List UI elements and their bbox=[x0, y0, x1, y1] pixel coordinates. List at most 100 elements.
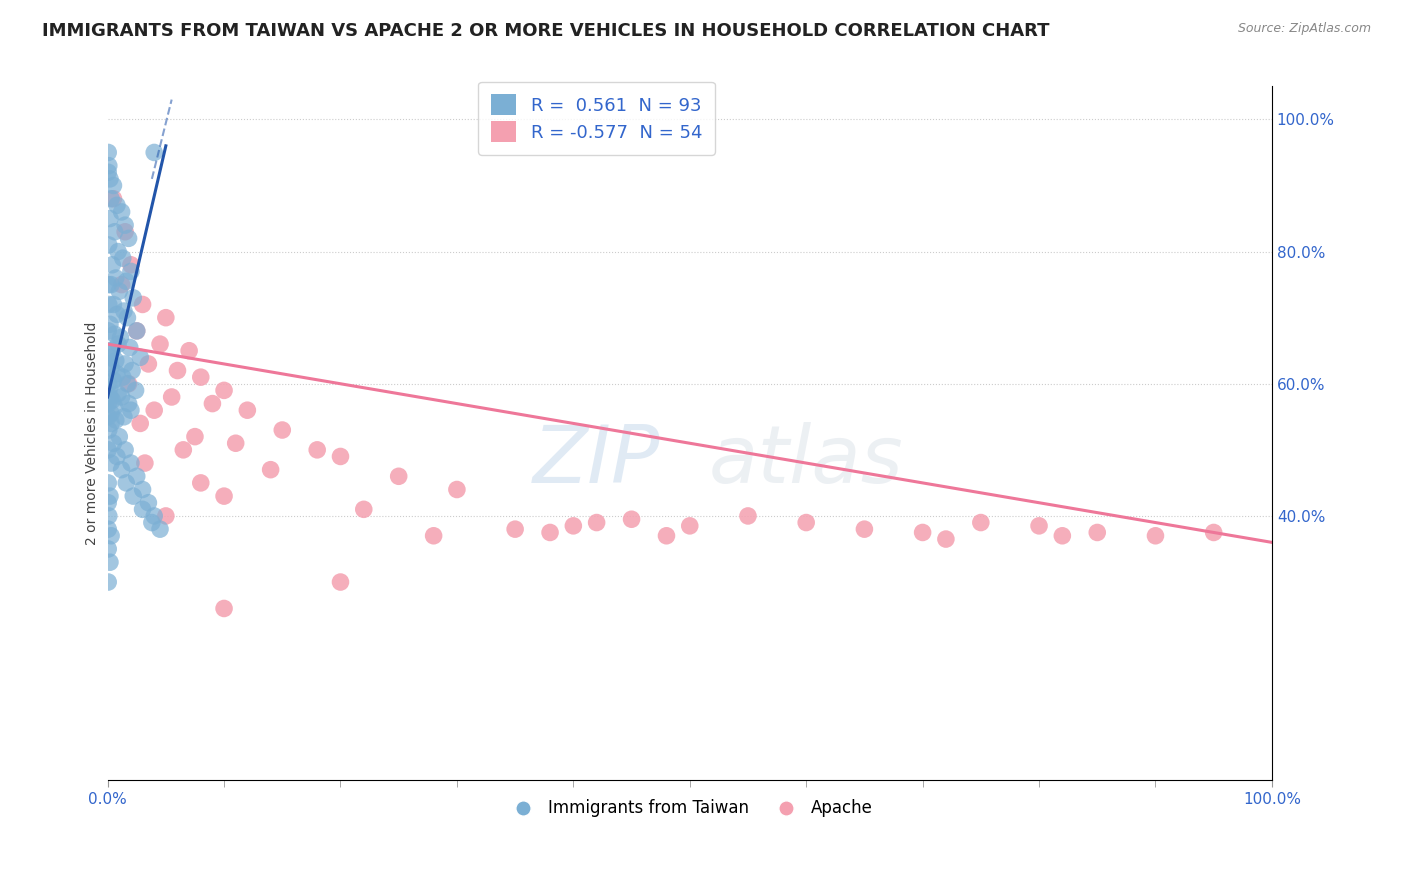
Point bbox=[166, 363, 188, 377]
Point bbox=[149, 337, 172, 351]
Point bbox=[110, 330, 132, 344]
Point bbox=[120, 258, 142, 272]
Point bbox=[112, 409, 135, 424]
Point bbox=[101, 393, 124, 408]
Point bbox=[114, 225, 136, 239]
Point bbox=[585, 516, 607, 530]
Point bbox=[1085, 525, 1108, 540]
Point bbox=[97, 508, 120, 523]
Point bbox=[184, 430, 207, 444]
Point bbox=[120, 264, 142, 278]
Point bbox=[103, 178, 125, 193]
Point bbox=[271, 423, 294, 437]
Point bbox=[117, 396, 139, 410]
Point bbox=[125, 324, 148, 338]
Point bbox=[100, 407, 122, 421]
Point bbox=[100, 456, 122, 470]
Point bbox=[97, 396, 120, 410]
Point bbox=[98, 172, 121, 186]
Point bbox=[212, 489, 235, 503]
Point bbox=[353, 502, 375, 516]
Point bbox=[124, 384, 146, 398]
Point bbox=[236, 403, 259, 417]
Point bbox=[155, 310, 177, 325]
Point bbox=[104, 400, 127, 414]
Point bbox=[97, 159, 120, 173]
Point bbox=[114, 357, 136, 371]
Point bbox=[104, 327, 127, 342]
Point bbox=[100, 277, 122, 292]
Point bbox=[101, 258, 124, 272]
Point bbox=[108, 430, 131, 444]
Point bbox=[911, 525, 934, 540]
Point bbox=[107, 244, 129, 259]
Point bbox=[446, 483, 468, 497]
Point bbox=[131, 483, 153, 497]
Point bbox=[100, 529, 122, 543]
Point bbox=[118, 340, 141, 354]
Point bbox=[620, 512, 643, 526]
Point bbox=[122, 291, 145, 305]
Point bbox=[120, 456, 142, 470]
Point bbox=[655, 529, 678, 543]
Point bbox=[935, 532, 957, 546]
Point bbox=[201, 396, 224, 410]
Point bbox=[538, 525, 561, 540]
Point bbox=[111, 251, 134, 265]
Point bbox=[107, 386, 129, 401]
Point bbox=[97, 496, 120, 510]
Point bbox=[114, 442, 136, 457]
Point bbox=[97, 343, 120, 358]
Point bbox=[111, 370, 134, 384]
Point bbox=[190, 475, 212, 490]
Point bbox=[115, 475, 138, 490]
Point bbox=[1052, 529, 1074, 543]
Point bbox=[97, 575, 120, 590]
Point bbox=[108, 284, 131, 298]
Legend: Immigrants from Taiwan, Apache: Immigrants from Taiwan, Apache bbox=[501, 793, 880, 824]
Point bbox=[117, 310, 139, 325]
Point bbox=[97, 324, 120, 338]
Point bbox=[190, 370, 212, 384]
Point bbox=[117, 376, 139, 391]
Point bbox=[98, 211, 121, 226]
Point bbox=[100, 360, 122, 375]
Point bbox=[103, 374, 125, 388]
Point bbox=[120, 403, 142, 417]
Point bbox=[105, 450, 128, 464]
Point bbox=[101, 343, 124, 358]
Point bbox=[104, 271, 127, 285]
Point bbox=[1028, 519, 1050, 533]
Point bbox=[97, 357, 120, 371]
Point bbox=[143, 508, 166, 523]
Point bbox=[172, 442, 194, 457]
Point bbox=[97, 277, 120, 292]
Point bbox=[112, 304, 135, 318]
Text: IMMIGRANTS FROM TAIWAN VS APACHE 2 OR MORE VEHICLES IN HOUSEHOLD CORRELATION CHA: IMMIGRANTS FROM TAIWAN VS APACHE 2 OR MO… bbox=[42, 22, 1050, 40]
Y-axis label: 2 or more Vehicles in Household: 2 or more Vehicles in Household bbox=[86, 322, 100, 545]
Point bbox=[970, 516, 993, 530]
Point bbox=[125, 469, 148, 483]
Text: atlas: atlas bbox=[709, 422, 904, 500]
Point bbox=[131, 502, 153, 516]
Point bbox=[129, 351, 152, 365]
Point bbox=[155, 508, 177, 523]
Point bbox=[679, 519, 702, 533]
Point bbox=[117, 376, 139, 391]
Point bbox=[97, 145, 120, 160]
Point bbox=[307, 442, 329, 457]
Point bbox=[98, 318, 121, 332]
Point bbox=[114, 218, 136, 232]
Point bbox=[97, 423, 120, 437]
Point bbox=[562, 519, 585, 533]
Point bbox=[121, 363, 143, 377]
Point bbox=[212, 601, 235, 615]
Text: Source: ZipAtlas.com: Source: ZipAtlas.com bbox=[1237, 22, 1371, 36]
Point bbox=[737, 508, 759, 523]
Point bbox=[97, 165, 120, 179]
Point bbox=[104, 413, 127, 427]
Point bbox=[110, 463, 132, 477]
Point bbox=[141, 516, 163, 530]
Point bbox=[422, 529, 444, 543]
Point bbox=[98, 555, 121, 569]
